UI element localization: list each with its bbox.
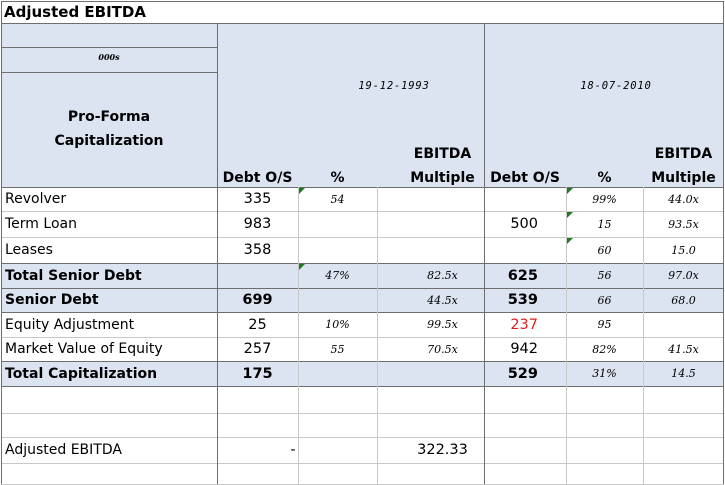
header-multiple: Multiple <box>410 170 475 186</box>
cell-pct-1993 <box>298 237 377 263</box>
comment-marker-icon[interactable] <box>567 188 573 194</box>
row-label-revolver: Revolver <box>5 191 67 207</box>
cell-debt-1993: 175 <box>242 365 273 382</box>
cell-multiple-2010: 97.0x <box>668 269 699 282</box>
cell-debt-2010-negative: 237 <box>510 316 538 333</box>
header-ebitda: EBITDA <box>654 146 713 162</box>
header-band <box>1 23 724 187</box>
date-left: 19-12-1993 <box>358 80 430 92</box>
adjusted-ebitda-value: 322.33 <box>417 442 468 458</box>
row-label-leases: Leases <box>5 242 53 258</box>
cell-pct-2010: 82% <box>592 342 617 356</box>
cell-pct-1993 <box>298 211 377 237</box>
cell-debt-2010: 529 <box>507 365 538 382</box>
cell-pct-2010: 56 <box>597 269 612 282</box>
cell-pct-1993 <box>298 361 377 386</box>
cell-multiple-1993: 44.5x <box>427 293 458 307</box>
cell-multiple-2010: 68.0 <box>671 293 696 307</box>
cell-pct-1993: 54 <box>330 192 345 206</box>
date-right: 18-07-2010 <box>580 80 652 92</box>
cell-debt-2010 <box>484 187 566 211</box>
cell-pct-2010: 99% <box>592 192 617 206</box>
cell-debt-2010: 500 <box>510 216 538 232</box>
cell-multiple-2010: 15.0 <box>671 243 696 257</box>
cell-pct-1993 <box>298 288 377 312</box>
cell-pct-1993: 10% <box>325 318 350 331</box>
header-pct: % <box>597 170 612 186</box>
sheet-title: Adjusted EBITDA <box>4 3 146 21</box>
cell-pct-1993: 47% <box>325 269 350 282</box>
cell-pct-2010: 95 <box>597 318 612 331</box>
comment-marker-icon[interactable] <box>567 238 573 244</box>
cell-pct-2010: 15 <box>597 217 612 231</box>
adjusted-ebitda-dash: - <box>290 442 296 458</box>
cell-multiple-1993: 82.5x <box>427 269 458 282</box>
cell-debt-1993: 358 <box>243 242 272 258</box>
cell-debt-2010: 539 <box>507 292 538 308</box>
cell-debt-2010: 625 <box>507 267 538 284</box>
cell-multiple-2010: 14.5 <box>671 367 696 380</box>
header-ebitda: EBITDA <box>413 146 472 162</box>
cell-multiple-1993 <box>377 187 484 211</box>
cell-pct-2010: 66 <box>597 293 612 307</box>
adjusted-ebitda-label: Adjusted EBITDA <box>5 442 122 458</box>
comment-marker-icon[interactable] <box>299 188 305 194</box>
cell-debt-1993: 983 <box>243 216 272 232</box>
cell-debt-1993: 335 <box>243 191 272 207</box>
cell-multiple-1993 <box>377 211 484 237</box>
row-label-total-cap: Total Capitalization <box>5 365 158 382</box>
cell-pct-2010: 31% <box>592 367 617 380</box>
unit-label: 000s <box>98 51 120 62</box>
senior-debt-band <box>1 288 724 312</box>
cell-multiple-1993: 70.5x <box>427 342 458 356</box>
cell-debt-1993: 699 <box>242 292 273 308</box>
cell-debt-1993 <box>217 263 298 288</box>
cell-debt-2010 <box>484 237 566 263</box>
cell-multiple-2010: 44.0x <box>668 192 699 206</box>
row-label-term-loan: Term Loan <box>5 216 77 232</box>
cell-multiple-1993 <box>377 361 484 386</box>
row-label-equity-adj: Equity Adjustment <box>5 316 135 333</box>
cell-debt-1993: 25 <box>248 316 267 333</box>
cell-multiple-2010: 41.5x <box>668 342 699 356</box>
section-label: Pro-Forma Capitalization <box>54 109 164 149</box>
comment-marker-icon[interactable] <box>567 212 573 218</box>
cell-multiple-1993 <box>377 237 484 263</box>
cell-multiple-2010 <box>643 312 724 337</box>
row-label-senior: Senior Debt <box>5 292 99 308</box>
row-label-total-senior: Total Senior Debt <box>5 267 142 284</box>
total-senior-band <box>1 263 724 288</box>
cell-pct-2010: 60 <box>597 243 612 257</box>
header-debt-os: Debt O/S <box>222 170 293 186</box>
comment-marker-icon[interactable] <box>299 264 305 270</box>
row-label-market-value: Market Value of Equity <box>5 341 163 357</box>
cell-debt-2010: 942 <box>510 341 538 357</box>
header-pct: % <box>330 170 345 186</box>
header-multiple: Multiple <box>651 170 716 186</box>
cell-pct-1993: 55 <box>330 342 345 356</box>
cell-multiple-2010: 93.5x <box>668 217 699 231</box>
cell-debt-1993: 257 <box>243 341 272 357</box>
cell-multiple-1993: 99.5x <box>427 318 458 331</box>
total-cap-band <box>1 361 724 386</box>
header-debt-os: Debt O/S <box>490 170 560 186</box>
